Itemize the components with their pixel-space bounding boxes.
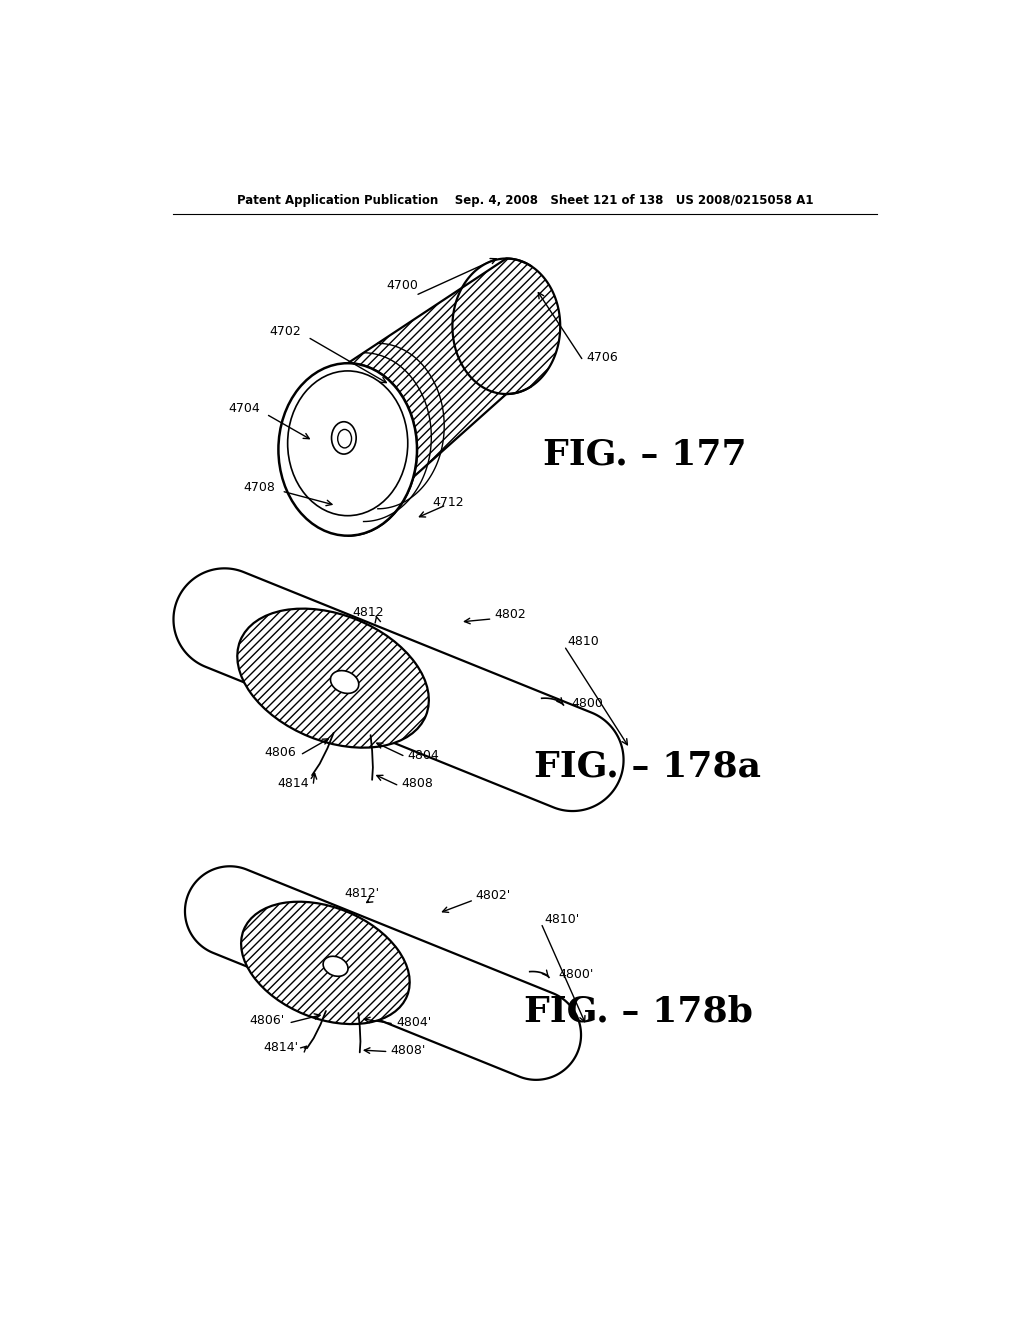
Polygon shape xyxy=(173,569,624,810)
Text: 4808: 4808 xyxy=(401,777,433,791)
Text: 4802': 4802' xyxy=(475,888,511,902)
Text: 4812': 4812' xyxy=(344,887,379,900)
Text: 4806: 4806 xyxy=(264,746,296,759)
Text: 4806': 4806' xyxy=(249,1014,285,1027)
Ellipse shape xyxy=(279,363,417,536)
Text: FIG. – 177: FIG. – 177 xyxy=(543,438,746,471)
Text: 4814': 4814' xyxy=(263,1041,298,1055)
Polygon shape xyxy=(185,866,581,1080)
Text: 4810: 4810 xyxy=(567,635,599,648)
Text: 4704: 4704 xyxy=(228,403,260,416)
Text: 4812: 4812 xyxy=(352,606,384,619)
Text: FIG. – 178a: FIG. – 178a xyxy=(535,750,762,784)
Ellipse shape xyxy=(332,422,356,454)
Text: FIG. – 178b: FIG. – 178b xyxy=(524,994,754,1028)
Text: 4810': 4810' xyxy=(544,912,580,925)
Text: 4804: 4804 xyxy=(408,748,439,762)
Text: 4700: 4700 xyxy=(386,279,419,292)
Ellipse shape xyxy=(331,671,358,693)
Text: 4814: 4814 xyxy=(278,777,309,791)
Text: Patent Application Publication    Sep. 4, 2008   Sheet 121 of 138   US 2008/0215: Patent Application Publication Sep. 4, 2… xyxy=(237,194,813,207)
Text: 4800: 4800 xyxy=(571,697,603,710)
Ellipse shape xyxy=(324,956,348,977)
Ellipse shape xyxy=(241,902,410,1024)
Text: 4702: 4702 xyxy=(269,325,301,338)
Text: 4706: 4706 xyxy=(587,351,618,363)
Polygon shape xyxy=(348,259,560,536)
Text: 4712: 4712 xyxy=(433,496,464,510)
Text: 4804': 4804' xyxy=(396,1016,431,1028)
Ellipse shape xyxy=(338,429,351,447)
Ellipse shape xyxy=(238,609,429,747)
Text: 4800': 4800' xyxy=(558,968,593,981)
Text: 4802: 4802 xyxy=(494,607,525,620)
Text: 4708: 4708 xyxy=(244,482,275,495)
Text: 4808': 4808' xyxy=(391,1044,426,1056)
